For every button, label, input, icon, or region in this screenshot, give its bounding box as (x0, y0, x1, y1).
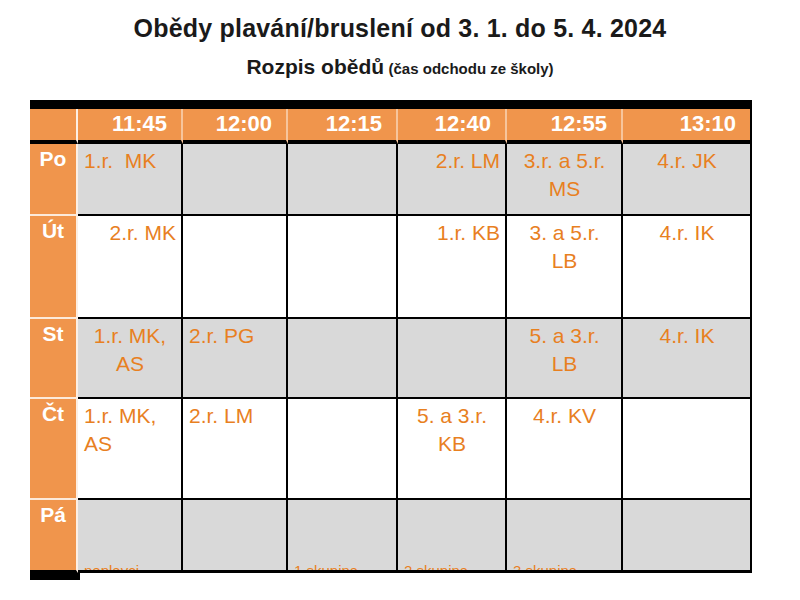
schedule-cell-st-1200: 2.r. PG (183, 319, 288, 399)
page-subtitle: Rozpis obědů (čas odchodu ze školy) (0, 55, 800, 79)
schedule-cell-ct-1145: 1.r. MK, AS (78, 399, 183, 500)
schedule-cell-ut-1145: 2.r. MK (78, 216, 183, 319)
schedule-cell-pa-1215: 1.skupina IK (288, 500, 398, 573)
time-header-1200: 12:00 (183, 109, 288, 144)
schedule-cell-st-1255: 5. a 3.r. LB (507, 319, 623, 399)
day-cell-ct: Čt (30, 399, 78, 500)
schedule-cell-ut-1200 (183, 216, 288, 319)
day-cell-po: Po (30, 144, 78, 216)
schedule-cell-pa-1310 (623, 500, 752, 573)
schedule-cell-po-1145: 1.r. MK (78, 144, 183, 216)
day-cell-ut: Út (30, 216, 78, 319)
schedule-cell-ut-1215 (288, 216, 398, 319)
slide-page: Obědy plavání/bruslení od 3. 1. do 5. 4.… (0, 0, 800, 600)
schedule-cell-ct-1240: 5. a 3.r. KB (398, 399, 507, 500)
header-corner-cell (30, 109, 78, 144)
subtitle-note: (čas odchodu ze školy) (389, 60, 554, 77)
friday-group-label: 1.skupina (294, 558, 391, 573)
schedule-cell-ct-1310 (623, 399, 752, 500)
time-header-1215: 12:15 (288, 109, 398, 144)
schedule-cell-pa-1240: 2.skupina JK (398, 500, 507, 573)
schedule-cell-ut-1240: 1.r. KB (398, 216, 507, 319)
schedule-cell-ct-1200: 2.r. LM (183, 399, 288, 500)
schedule-cell-pa-1200 (183, 500, 288, 573)
schedule-cell-ut-1255: 3. a 5.r. LB (507, 216, 623, 319)
friday-group-label: 2.skupina (404, 558, 500, 573)
schedule-cell-po-1310: 4.r. JK (623, 144, 752, 216)
friday-group-label: neplavci (84, 558, 176, 573)
table-top-bar (30, 100, 752, 109)
schedule-cell-st-1240 (398, 319, 507, 399)
schedule-cell-po-1255: 3.r. a 5.r. MS (507, 144, 623, 216)
day-cell-st: St (30, 319, 78, 399)
time-header-1310: 13:10 (623, 109, 752, 144)
friday-group-label: 3.skupina (513, 558, 616, 573)
schedule-grid: 11:45 12:00 12:15 12:40 12:55 13:10 Po 1… (30, 109, 752, 573)
schedule-cell-ct-1255: 4.r. KV (507, 399, 623, 500)
schedule-cell-po-1240: 2.r. LM (398, 144, 507, 216)
schedule-cell-pa-1255: 3.skupina KV (507, 500, 623, 573)
schedule-cell-ct-1215 (288, 399, 398, 500)
schedule-table: 11:45 12:00 12:15 12:40 12:55 13:10 Po 1… (30, 100, 752, 573)
page-title: Obědy plavání/bruslení od 3. 1. do 5. 4.… (0, 14, 800, 43)
schedule-cell-st-1145: 1.r. MK, AS (78, 319, 183, 399)
time-header-1240: 12:40 (398, 109, 507, 144)
bottom-accent-bar (30, 573, 80, 580)
subtitle-main: Rozpis obědů (246, 55, 384, 78)
schedule-cell-st-1310: 4.r. IK (623, 319, 752, 399)
schedule-cell-pa-1145: neplavci MK (78, 500, 183, 573)
day-cell-pa: Pá (30, 500, 78, 573)
schedule-cell-ut-1310: 4.r. IK (623, 216, 752, 319)
time-header-1255: 12:55 (507, 109, 623, 144)
schedule-cell-po-1200 (183, 144, 288, 216)
schedule-cell-st-1215 (288, 319, 398, 399)
time-header-1145: 11:45 (78, 109, 183, 144)
schedule-cell-po-1215 (288, 144, 398, 216)
